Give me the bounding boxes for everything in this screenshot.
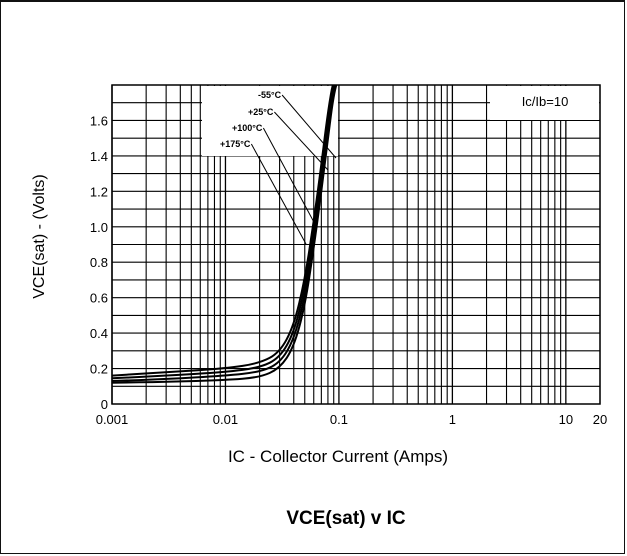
y-tick-label: 1.6 xyxy=(90,113,108,128)
x-axis-label: IC - Collector Current (Amps) xyxy=(228,447,448,466)
chart-title: VCE(sat) v IC xyxy=(286,508,406,529)
y-tick-label: 0.4 xyxy=(90,326,108,341)
y-tick-label: 1.0 xyxy=(90,220,108,235)
series-label-1: +25°C xyxy=(248,107,274,117)
leader-line-0 xyxy=(281,94,337,159)
y-tick-label: 0.6 xyxy=(90,291,108,306)
annotation-text: Ic/Ib=10 xyxy=(522,94,569,109)
annotation-box xyxy=(490,86,599,120)
y-tick-labels: 0 0.2 0.4 0.6 0.8 1.0 1.2 1.4 1.6 xyxy=(90,113,108,412)
x-tick-label: 0.001 xyxy=(96,412,129,427)
y-tick-label: 0.8 xyxy=(90,255,108,270)
leader-line-1 xyxy=(274,111,329,171)
y-tick-label: 0.2 xyxy=(90,362,108,377)
x-tick-label: 10 xyxy=(559,412,573,427)
series-label-2: +100°C xyxy=(232,123,263,133)
series-line-0 xyxy=(112,85,338,384)
x-tick-label: 0.1 xyxy=(330,412,348,427)
legend-leader-lines xyxy=(250,94,337,245)
series-lines xyxy=(112,85,338,384)
series-label-3: +175°C xyxy=(220,139,251,149)
y-tick-label: 1.4 xyxy=(90,149,108,164)
leader-line-3 xyxy=(250,143,307,245)
x-tick-label: 1 xyxy=(449,412,456,427)
y-tick-label: 1.2 xyxy=(90,184,108,199)
leader-line-2 xyxy=(262,127,317,227)
plot-border xyxy=(111,84,601,405)
series-label-0: -55°C xyxy=(258,90,282,100)
x-tick-label: 0.01 xyxy=(213,412,238,427)
series-line-2 xyxy=(112,85,335,380)
x-tick-label: 20 xyxy=(593,412,607,427)
series-labels: -55°C +25°C +100°C +175°C xyxy=(220,90,282,149)
y-tick-label: 0 xyxy=(101,397,108,412)
series-line-3 xyxy=(112,85,334,377)
y-axis-label: VCE(sat) - (Volts) xyxy=(31,174,48,298)
legend-box xyxy=(202,86,338,156)
x-tick-labels: 0.001 0.01 0.1 1 10 20 xyxy=(96,412,608,427)
